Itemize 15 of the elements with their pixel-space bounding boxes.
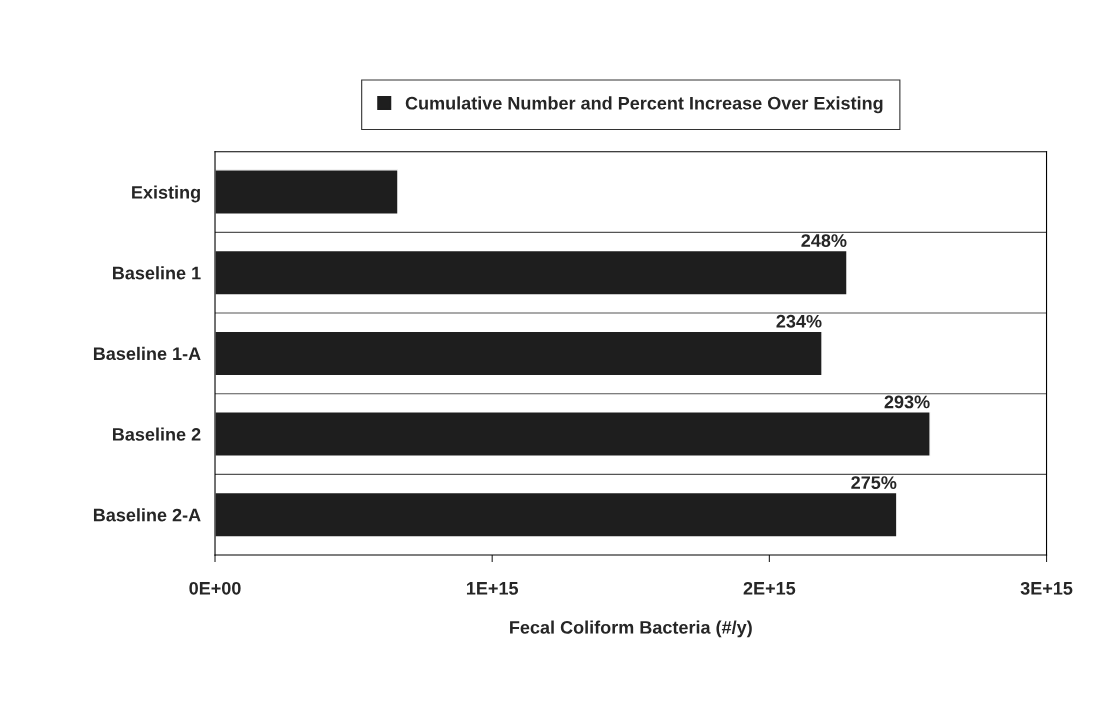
y-tick-label: Baseline 2-A: [93, 508, 201, 522]
y-tick-label: Existing: [132, 185, 200, 203]
legend-label: Cumulative Number and Percent Increase Over Existing: [405, 96, 883, 114]
annotation: 248%: [801, 234, 847, 247]
annotation: 293%: [884, 395, 930, 409]
x-tick-label: 1E+15: [466, 582, 519, 595]
x-tick-label: 0E+00: [189, 581, 241, 595]
annotation: 234%: [776, 314, 822, 328]
y-tick-label: Baseline 2: [113, 427, 201, 441]
x-axis-title: Fecal Coliform Bacteria (#/y): [510, 620, 752, 638]
x-tick-label: 3E+15: [1020, 581, 1073, 595]
y-tick-label: Baseline 1: [113, 266, 201, 280]
annotation: 275%: [851, 476, 897, 489]
y-tick-label: Baseline 1-A: [93, 346, 201, 361]
x-tick-label: 2E+15: [743, 581, 796, 595]
